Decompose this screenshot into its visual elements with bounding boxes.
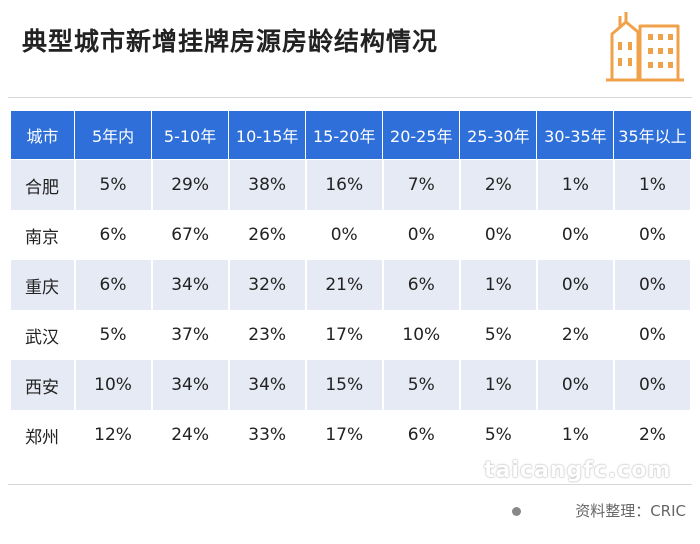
table-row: 西安 10% 34% 34% 15% 5% 1% 0% 0% [10,360,693,410]
header-20-25y: 20-25年 [382,110,461,160]
cell-city: 郑州 [10,410,76,460]
cell: 21% [305,260,384,310]
cell: 0% [536,260,615,310]
watermark: taicangfc.com [484,458,672,483]
header-5-10y: 5-10年 [151,110,230,160]
cell-city: 西安 [10,360,76,410]
cell: 1% [536,410,615,460]
cell: 67% [151,210,230,260]
table-row: 南京 6% 67% 26% 0% 0% 0% 0% 0% [10,210,693,260]
cell: 0% [613,260,693,310]
table-row: 武汉 5% 37% 23% 17% 10% 5% 2% 0% [10,310,693,360]
cell: 16% [305,159,384,210]
cell: 2% [459,159,538,210]
cell: 33% [228,410,307,460]
cell: 34% [151,360,230,410]
cell: 6% [74,210,153,260]
cell-city: 合肥 [10,159,76,210]
cell-city: 南京 [10,210,76,260]
top-divider [8,97,692,98]
cell: 7% [382,159,461,210]
cell: 6% [74,260,153,310]
cell: 6% [382,260,461,310]
cell: 12% [74,410,153,460]
cell: 5% [74,159,153,210]
header-15-20y: 15-20年 [305,110,384,160]
cell: 1% [536,159,615,210]
cell: 34% [228,360,307,410]
cell: 2% [536,310,615,360]
header-35y-plus: 35年以上 [613,110,692,160]
header-city: 城市 [10,110,75,160]
cell: 0% [459,210,538,260]
cell: 0% [536,360,615,410]
source-note: 资料整理：CRIC [575,502,686,520]
bullet-dot-icon [512,507,521,516]
header-25-30y: 25-30年 [459,110,538,160]
cell-city: 武汉 [10,310,76,360]
cell: 32% [228,260,307,310]
cell-city: 重庆 [10,260,76,310]
cell: 17% [305,310,384,360]
table-row: 合肥 5% 29% 38% 16% 7% 2% 1% 1% [10,159,693,210]
cell: 17% [305,410,384,460]
header-5y: 5年内 [73,110,153,160]
cell: 37% [151,310,230,360]
cell: 0% [536,210,615,260]
cell: 6% [382,410,461,460]
house-age-table: 城市 5年内 5-10年 10-15年 15-20年 20-25年 25-30年… [10,110,693,460]
page-title: 典型城市新增挂牌房源房龄结构情况 [22,27,439,56]
cell: 34% [151,260,230,310]
header-10-15y: 10-15年 [228,110,307,160]
cell: 0% [613,360,693,410]
header-30-35y: 30-35年 [536,110,615,160]
cell: 24% [151,410,230,460]
cell: 2% [613,410,693,460]
cell: 0% [305,210,384,260]
cell: 1% [459,260,538,310]
cell: 23% [228,310,307,360]
cell: 1% [459,360,538,410]
cell: 0% [613,310,693,360]
bottom-divider [8,484,692,485]
cell: 10% [74,360,153,410]
cell: 5% [459,410,538,460]
cell: 0% [613,210,693,260]
cell: 1% [613,159,693,210]
cell: 5% [382,360,461,410]
table-header-row: 城市 5年内 5-10年 10-15年 15-20年 20-25年 25-30年… [10,110,692,160]
cell: 0% [382,210,461,260]
table-row: 重庆 6% 34% 32% 21% 6% 1% 0% 0% [10,260,693,310]
cell: 29% [151,159,230,210]
table-row: 郑州 12% 24% 33% 17% 6% 5% 1% 2% [10,410,693,460]
building-icon [606,12,684,82]
cell: 26% [228,210,307,260]
cell: 15% [305,360,384,410]
cell: 5% [459,310,538,360]
cell: 38% [228,159,307,210]
cell: 10% [382,310,461,360]
cell: 5% [74,310,153,360]
